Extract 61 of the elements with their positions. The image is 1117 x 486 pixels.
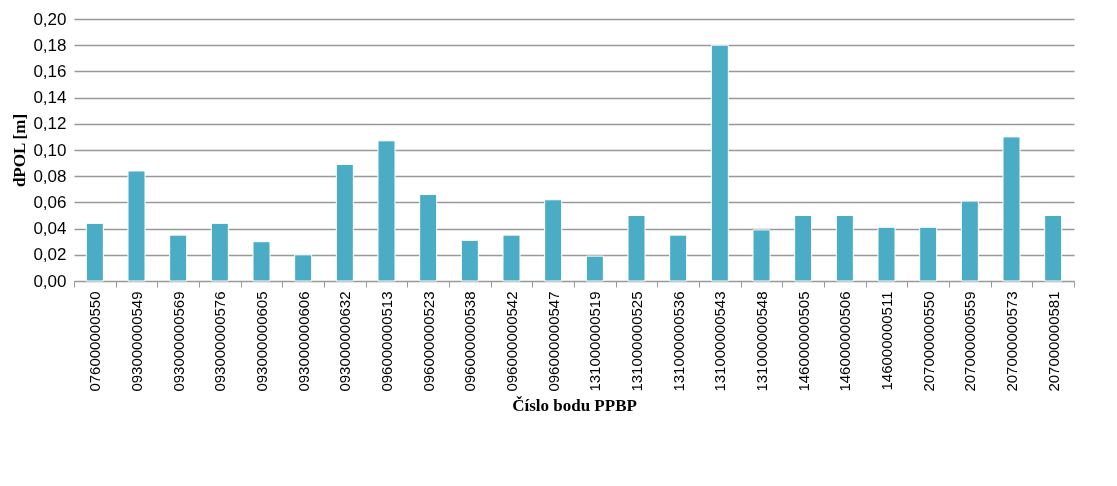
x-tick-label: 093000000569 bbox=[169, 291, 187, 392]
y-tick-label: 0,04 bbox=[33, 219, 67, 239]
x-tick-label: 146000000505 bbox=[794, 291, 812, 392]
y-tick-label: 0,18 bbox=[33, 35, 67, 55]
x-tick-label: 131000000543 bbox=[711, 291, 729, 392]
x-tick-label: 207000000559 bbox=[961, 291, 979, 392]
x-tick-label: 096000000523 bbox=[419, 291, 437, 392]
bar bbox=[127, 170, 146, 282]
bar bbox=[1002, 136, 1021, 282]
bar bbox=[335, 163, 354, 282]
bar bbox=[752, 229, 771, 282]
bar bbox=[419, 194, 438, 282]
bar bbox=[460, 239, 479, 282]
y-tick-label: 0,12 bbox=[33, 114, 67, 134]
x-tick-label: 146000000511 bbox=[878, 291, 895, 391]
bar bbox=[502, 234, 521, 282]
bar bbox=[252, 241, 271, 282]
y-tick-label: 0,10 bbox=[33, 140, 67, 160]
bar bbox=[627, 215, 646, 282]
x-tick-label: 093000000576 bbox=[211, 291, 229, 392]
x-axis-title: Číslo bodu PPBP bbox=[512, 395, 637, 415]
bar bbox=[544, 199, 563, 282]
y-tick-label: 0,02 bbox=[33, 245, 67, 265]
x-tick-label: 093000000605 bbox=[253, 291, 270, 392]
x-tick-label: 096000000538 bbox=[461, 291, 479, 392]
x-tick-label: 076000000550 bbox=[86, 291, 104, 392]
x-tick-label: 093000000606 bbox=[294, 291, 312, 392]
y-tick-label: 0,16 bbox=[33, 61, 67, 81]
bar bbox=[835, 215, 854, 282]
y-tick-label: 0,08 bbox=[33, 166, 67, 186]
x-tick-label: 146000000506 bbox=[836, 291, 854, 392]
bar bbox=[919, 226, 938, 282]
x-tick-label: 207000000573 bbox=[1003, 291, 1020, 392]
x-tick-label: 131000000525 bbox=[628, 291, 645, 392]
x-tick-label: 131000000519 bbox=[586, 291, 604, 392]
y-tick-label: 0,14 bbox=[33, 88, 67, 108]
bar bbox=[210, 222, 229, 282]
y-tick-label: 0,06 bbox=[33, 192, 67, 212]
bar bbox=[377, 140, 396, 282]
bar bbox=[794, 215, 813, 282]
bar bbox=[85, 222, 104, 282]
x-tick-label: 096000000513 bbox=[378, 291, 395, 392]
bar bbox=[1044, 215, 1063, 282]
y-tick-label: 0,00 bbox=[33, 271, 67, 291]
bar bbox=[877, 226, 896, 282]
x-tick-label: 096000000547 bbox=[544, 291, 562, 392]
bar bbox=[294, 254, 313, 282]
x-tick-label: 207000000550 bbox=[919, 291, 937, 392]
x-tick-label: 131000000536 bbox=[669, 291, 687, 392]
y-axis-title: dPOL [m] bbox=[10, 113, 30, 188]
bar bbox=[710, 44, 729, 282]
x-tick-label: 093000000632 bbox=[336, 291, 354, 392]
bar bbox=[169, 234, 188, 282]
x-tick-label: 096000000542 bbox=[503, 291, 520, 392]
x-tick-label: 131000000548 bbox=[753, 291, 770, 392]
x-tick-label: 093000000549 bbox=[128, 291, 145, 392]
bar bbox=[669, 234, 688, 282]
bar bbox=[585, 255, 604, 282]
x-tick-label: 207000000581 bbox=[1044, 291, 1062, 392]
y-tick-label: 0,20 bbox=[33, 9, 67, 29]
bar bbox=[960, 200, 979, 282]
